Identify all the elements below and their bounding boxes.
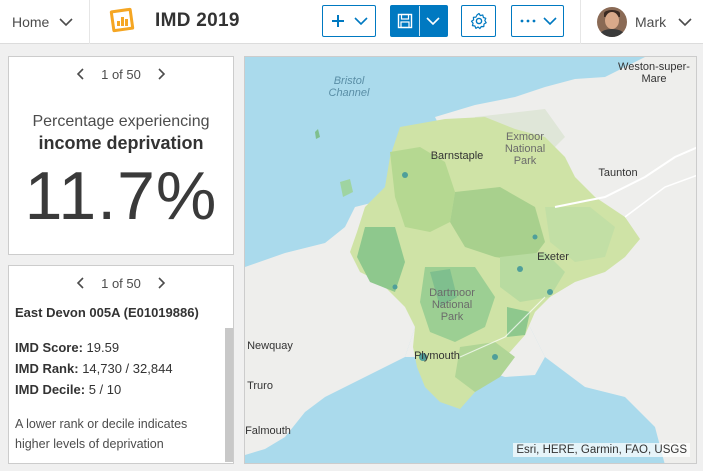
map-label-newquay: Newquay <box>247 340 293 352</box>
imd-score-row: IMD Score: 19.59 <box>15 337 221 358</box>
map-label-weston: Weston-super-Mare <box>618 61 690 85</box>
next-page-button[interactable] <box>151 65 173 83</box>
pager-text: 1 of 50 <box>101 66 141 82</box>
home-menu-button[interactable]: Home <box>0 0 90 44</box>
settings-button[interactable] <box>461 5 496 37</box>
next-page-button[interactable] <box>151 274 173 292</box>
map-label-taunton: Taunton <box>598 167 638 179</box>
gear-icon <box>470 12 487 30</box>
map-view[interactable]: Bristol Channel Weston-super-Mare Exmoor… <box>244 56 697 464</box>
imd-decile-value: 5 / 10 <box>88 382 122 397</box>
map-label-exmoor: Exmoor National Park <box>504 131 546 167</box>
save-button-group <box>390 5 448 37</box>
plus-icon <box>332 15 344 27</box>
details-content: East Devon 005A (E01019886) IMD Score: 1… <box>15 302 221 454</box>
indicator-title: Percentage experiencing <box>32 113 210 130</box>
pager-text: 1 of 50 <box>101 275 141 291</box>
area-name: East Devon 005A (E01019886) <box>15 305 199 320</box>
save-icon <box>397 13 413 29</box>
details-pager: 1 of 50 <box>9 274 233 292</box>
map-label-plymouth: Plymouth <box>414 350 460 362</box>
avatar <box>597 7 627 37</box>
imd-score-label: IMD Score: <box>15 340 83 355</box>
user-name: Mark <box>635 14 667 30</box>
chevron-down-icon <box>426 17 441 26</box>
chevron-right-icon <box>158 68 166 80</box>
imd-score-value: 19.59 <box>86 340 120 355</box>
details-panel: 1 of 50 East Devon 005A (E01019886) IMD … <box>8 265 234 464</box>
chevron-down-icon <box>354 17 368 26</box>
indicator-panel: 1 of 50 Percentage experiencing income d… <box>8 56 234 255</box>
indicator-subtitle: income deprivation <box>38 133 204 153</box>
chevron-right-icon <box>158 277 166 289</box>
dashboard-logo-icon <box>109 7 135 33</box>
map-basemap <box>245 57 696 463</box>
details-scrollbar[interactable] <box>225 328 233 462</box>
map-attribution: Esri, HERE, Garmin, FAO, USGS <box>513 443 690 457</box>
map-label-exeter: Exeter <box>537 251 569 263</box>
chevron-down-icon <box>542 17 557 26</box>
map-label-bristol-channel: Bristol Channel <box>328 75 370 99</box>
deprivation-note: A lower rank or decile indicates higher … <box>15 417 188 451</box>
chevron-left-icon <box>76 68 84 80</box>
more-options-button[interactable] <box>511 5 564 37</box>
previous-page-button[interactable] <box>69 65 91 83</box>
indicator-pager: 1 of 50 <box>9 65 233 83</box>
imd-rank-row: IMD Rank: 14,730 / 32,844 <box>15 358 221 379</box>
app-title: IMD 2019 <box>155 10 240 31</box>
imd-decile-row: IMD Decile: 5 / 10 <box>15 379 221 400</box>
previous-page-button[interactable] <box>69 274 91 292</box>
add-element-button[interactable] <box>322 5 376 37</box>
imd-rank-value: 14,730 / 32,844 <box>82 361 173 376</box>
user-menu[interactable]: Mark <box>580 0 703 44</box>
indicator-value: 11.7% <box>24 158 218 234</box>
chevron-down-icon <box>59 18 73 27</box>
map-label-falmouth: Falmouth <box>245 425 291 437</box>
imd-decile-label: IMD Decile: <box>15 382 86 397</box>
chevron-left-icon <box>76 277 84 289</box>
ellipsis-icon <box>520 19 535 23</box>
app-header: Home IMD 2019 <box>0 0 703 44</box>
map-label-truro: Truro <box>247 380 273 392</box>
save-options-dropdown[interactable] <box>418 6 447 36</box>
map-label-dartmoor: Dartmoor National Park <box>429 287 475 323</box>
save-button[interactable] <box>391 6 419 36</box>
imd-rank-label: IMD Rank: <box>15 361 79 376</box>
home-label: Home <box>12 14 50 30</box>
map-label-barnstaple: Barnstaple <box>430 150 484 162</box>
chevron-down-icon <box>678 18 692 27</box>
